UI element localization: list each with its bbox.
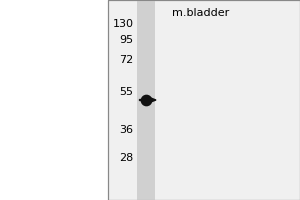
Bar — [108, 0, 300, 200]
Bar — [136, 0, 154, 200]
Bar — [108, 0, 300, 200]
Text: 72: 72 — [119, 55, 134, 65]
Text: 28: 28 — [119, 153, 134, 163]
Text: 95: 95 — [119, 35, 134, 45]
Text: m.bladder: m.bladder — [172, 8, 230, 18]
Point — [143, 98, 148, 102]
Text: 55: 55 — [119, 87, 134, 97]
Text: 36: 36 — [119, 125, 134, 135]
FancyArrow shape — [140, 97, 156, 103]
Text: 130: 130 — [112, 19, 134, 29]
